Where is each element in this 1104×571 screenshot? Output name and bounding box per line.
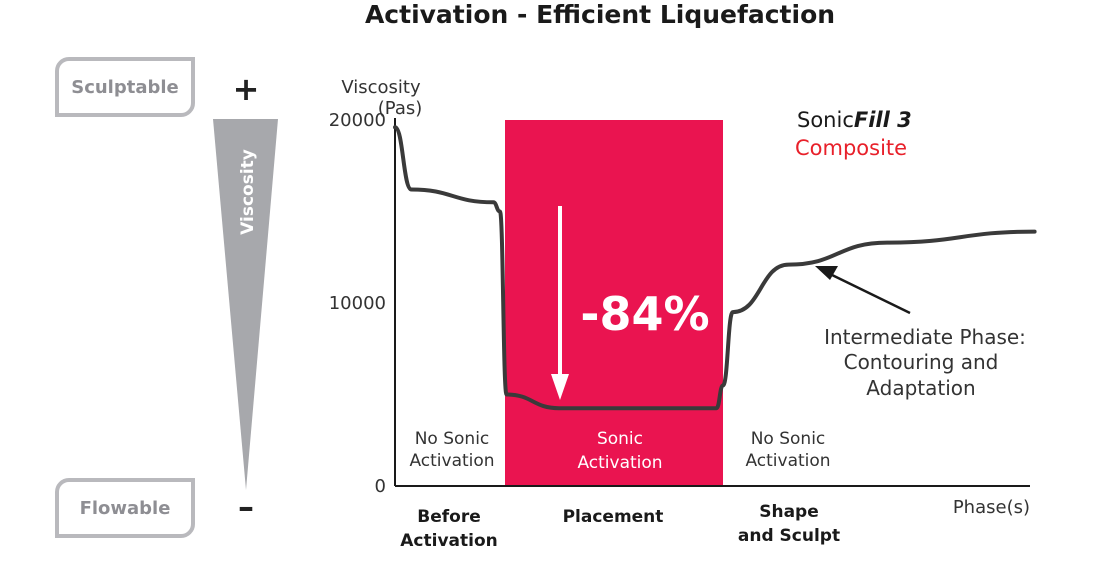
- brand-name: SonicFill 3: [797, 108, 912, 132]
- viscosity-wedge-icon: [213, 119, 278, 490]
- viscosity-line: [393, 125, 1037, 411]
- region3-label-line2: Activation: [745, 451, 830, 471]
- region1-label-line1: No Sonic: [415, 429, 490, 449]
- y-axis-label-line2: (Pas): [378, 98, 423, 119]
- reduction-percent: -84%: [580, 287, 709, 341]
- annotation-line3: Adaptation: [866, 376, 975, 400]
- x-axis-label: Phase(s): [953, 497, 1030, 518]
- phase2-line1: Placement: [563, 507, 664, 527]
- annotation-line1: Intermediate Phase:: [824, 325, 1026, 349]
- phase1-line1: Before: [417, 507, 480, 527]
- annotation-arrow-head-icon: [815, 266, 838, 280]
- region2-label-line1: Sonic: [597, 429, 643, 449]
- sculptable-label: Sculptable: [55, 57, 195, 117]
- sonic-activation-region: [505, 120, 723, 486]
- reduction-arrow-head-icon: [551, 374, 569, 400]
- region2-label-line2: Activation: [577, 453, 662, 473]
- y-tick-label: 10000: [329, 293, 386, 314]
- brand-product: Composite: [795, 136, 907, 160]
- y-tick-label: 0: [375, 476, 386, 497]
- phase3-line2: and Sculpt: [738, 526, 840, 546]
- annotation-line2: Contouring and: [844, 350, 999, 374]
- chart-title: Activation - Efficient Liquefaction: [364, 0, 836, 29]
- region1-label-line2: Activation: [409, 451, 494, 471]
- phase3-line1: Shape: [759, 502, 819, 522]
- brand-suffix: Fill 3: [854, 108, 912, 132]
- phase1-line2: Activation: [400, 531, 497, 551]
- plus-sign: +: [232, 70, 260, 108]
- minus-sign: –: [238, 488, 254, 526]
- y-axis-label-line1: Viscosity: [341, 77, 421, 98]
- annotation-arrow: [829, 272, 911, 315]
- y-tick-label: 20000: [329, 110, 386, 131]
- brand-prefix: Sonic: [797, 108, 854, 132]
- wedge-label: Viscosity: [238, 149, 258, 235]
- region3-label-line1: No Sonic: [751, 429, 826, 449]
- flowable-label: Flowable: [55, 478, 195, 538]
